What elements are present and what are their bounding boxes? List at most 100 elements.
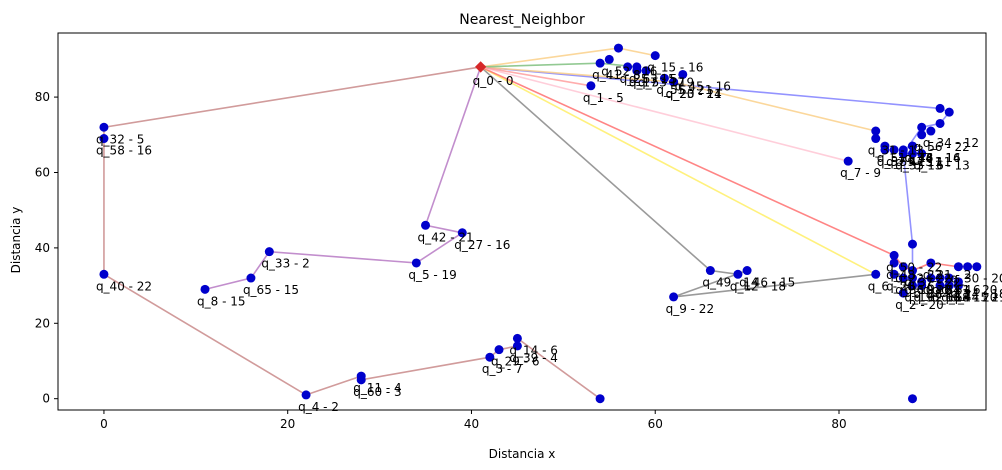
x-tick-label: 0 xyxy=(100,417,108,431)
point-label: q_10 - 2 xyxy=(904,283,952,297)
point-label: q_21 - 2 xyxy=(923,268,971,282)
point-label: q_52 - 16 xyxy=(601,64,657,78)
y-tick-label: 80 xyxy=(35,90,50,104)
point-label: q_38 - 13 xyxy=(914,287,970,301)
point-label: q_2 - 20 xyxy=(895,298,943,312)
point-label: q_53 - 19 xyxy=(638,76,694,90)
customer-point xyxy=(917,122,927,132)
point-label: q_50 - 22 xyxy=(886,260,942,274)
point-label: q_62 - 18 xyxy=(914,291,970,305)
point-label: q_27 - 16 xyxy=(454,238,510,252)
x-axis-title: Distancia x xyxy=(489,447,556,461)
point-label: q_12 - 18 xyxy=(730,279,786,293)
point-label: q_26 - 4 xyxy=(923,283,971,297)
customer-point xyxy=(613,43,623,53)
customer-point xyxy=(907,239,917,249)
customer-point xyxy=(512,333,522,343)
point-label: q_11 - 4 xyxy=(353,381,401,395)
customer-point xyxy=(650,51,660,61)
chart-title: Nearest_Neighbor xyxy=(459,12,585,28)
customer-point xyxy=(926,258,936,268)
customer-point xyxy=(953,281,963,291)
point-label: q_23 - 21 xyxy=(666,87,722,101)
point-label: q_65 - 15 xyxy=(243,283,299,297)
point-label: q_32 - 5 xyxy=(96,132,144,146)
point-label: q_19 - 6 xyxy=(904,291,952,305)
customer-point xyxy=(669,77,679,87)
customer-point xyxy=(421,220,431,230)
point-label: q_15 - 16 xyxy=(647,61,703,75)
customer-point xyxy=(623,62,633,72)
customer-point xyxy=(659,73,669,83)
y-tick-label: 20 xyxy=(35,316,50,330)
point-label: q_40 - 22 xyxy=(96,279,152,293)
customer-point xyxy=(494,345,504,355)
customer-point xyxy=(972,262,982,272)
customer-point xyxy=(301,390,311,400)
point-label: q_6 - 1 xyxy=(868,279,909,293)
customer-point xyxy=(917,281,927,291)
point-label: q_45 - 16 xyxy=(675,79,731,93)
customer-point xyxy=(356,375,366,385)
point-label: q_3 - 7 xyxy=(482,362,523,376)
customer-point xyxy=(586,81,596,91)
customer-point xyxy=(935,118,945,128)
point-label: q_14 - 6 xyxy=(509,343,557,357)
customer-point xyxy=(595,58,605,68)
customer-point xyxy=(871,126,881,136)
customer-point xyxy=(889,258,899,268)
customer-point xyxy=(944,281,954,291)
point-label: q_36 - 12 xyxy=(895,283,951,297)
point-label: q_16 - 16 xyxy=(904,151,960,165)
customer-point xyxy=(99,134,109,144)
depot-label: q_0 - 0 xyxy=(473,74,514,88)
point-label: q_34 - 12 xyxy=(923,136,979,150)
customer-point xyxy=(843,156,853,166)
point-label: q_29 - 6 xyxy=(491,355,539,369)
point-label: q_35 - 6 xyxy=(895,159,943,173)
point-label: q_51 - 14 xyxy=(877,151,933,165)
x-tick-label: 40 xyxy=(464,417,479,431)
customer-point xyxy=(898,145,908,155)
point-label: q_59 - 11 xyxy=(886,155,942,169)
customer-point xyxy=(678,69,688,79)
customer-point xyxy=(935,103,945,113)
customer-point xyxy=(880,145,890,155)
customer-point xyxy=(889,269,899,279)
point-label: q_28 - 6 xyxy=(886,279,934,293)
customer-point xyxy=(963,262,973,272)
point-label: q_30 - 20 xyxy=(950,272,1002,286)
point-label: q_8 - 15 xyxy=(197,294,245,308)
y-tick-label: 40 xyxy=(35,241,50,255)
point-label: q_54 - 6 xyxy=(932,283,980,297)
customer-point xyxy=(200,284,210,294)
route-yellow-line xyxy=(480,66,877,275)
point-label: q_64 - 20 xyxy=(941,291,997,305)
point-label: q_37 - 22 xyxy=(904,276,960,290)
y-tick-label: 60 xyxy=(35,165,50,179)
customer-point xyxy=(889,250,899,260)
point-label: q_63 - 5 xyxy=(629,72,677,86)
customer-point xyxy=(99,269,109,279)
customer-point xyxy=(917,130,927,140)
point-label: q_1 - 5 xyxy=(583,91,624,105)
point-label: q_42 - 21 xyxy=(418,230,474,244)
point-label: q_56 - 22 xyxy=(914,140,970,154)
customer-point xyxy=(512,341,522,351)
point-label: q_55 - 21 xyxy=(656,83,712,97)
point-label: q_17 - 17 xyxy=(629,76,685,90)
customer-point xyxy=(907,141,917,151)
point-label: q_7 - 9 xyxy=(840,166,881,180)
y-tick-label: 0 xyxy=(42,392,50,406)
customer-point xyxy=(907,281,917,291)
point-label: q_47 - 11 xyxy=(895,155,951,169)
customer-point xyxy=(871,134,881,144)
point-label: q_31 - 13 xyxy=(868,144,924,158)
customer-point xyxy=(907,266,917,276)
customer-point xyxy=(935,273,945,283)
plot-frame xyxy=(57,32,987,411)
point-label: q_61 - 20 xyxy=(941,283,997,297)
point-label: q_60 - 3 xyxy=(353,385,401,399)
customer-point xyxy=(898,262,908,272)
